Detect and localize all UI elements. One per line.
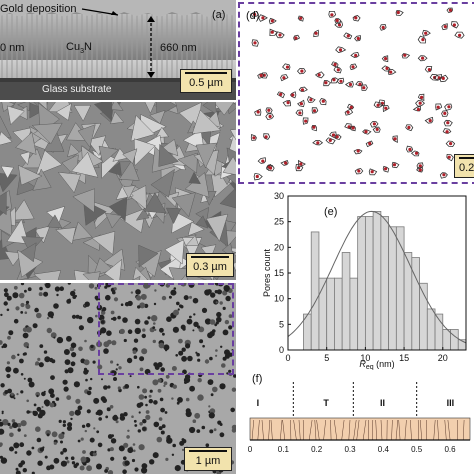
- histogram-bar: [388, 226, 397, 351]
- material-label: Cu3N: [66, 41, 92, 56]
- pore-dots: [0, 283, 236, 474]
- panel-e-label: (e): [324, 206, 337, 218]
- pore-outlines: [250, 7, 465, 181]
- histogram-bar: [341, 252, 351, 351]
- substrate-label: Glass substrate: [42, 84, 112, 95]
- histogram-bar: [349, 277, 359, 351]
- histogram-bar: [450, 329, 459, 351]
- panel-d-border: [238, 2, 474, 184]
- histogram-bar: [364, 216, 374, 351]
- panel-d-label: (d): [246, 10, 260, 22]
- panel-f-label: (f): [252, 373, 263, 385]
- zone-tick-label: 0.4: [378, 445, 390, 454]
- x-tick-label: 5: [324, 353, 329, 363]
- panel-f-structure-zones: I T II III 0 0.1 0.2 0.3 0.4 0.5 0.6 (f): [238, 370, 474, 474]
- y-axis-label: Pores count: [262, 248, 272, 297]
- zone-column-lines: [251, 419, 465, 441]
- panel-a-cross-section: Gold deposition (a) 0 nm Cu3N 660 nm 0.5…: [0, 0, 236, 100]
- panel-c-porous: 1 µm: [0, 283, 236, 474]
- scale-bar-line: [459, 157, 474, 159]
- zone-tick-label: 0: [248, 445, 253, 454]
- gold-arrow: [81, 8, 119, 16]
- zone-tick-label: 0.3: [344, 445, 356, 454]
- panel-b-scale-bar: 0.3 µm: [186, 253, 234, 277]
- zone-tick-label: 0.6: [444, 445, 456, 454]
- scale-bar-line: [185, 72, 227, 74]
- x-tick-label: 0: [285, 353, 290, 363]
- grain-texture: [0, 102, 236, 280]
- porous-surface-image: [0, 283, 236, 474]
- histogram-bar: [442, 329, 451, 351]
- panel-c-scale-bar: 1 µm: [184, 447, 232, 471]
- y-tick-label: 0: [279, 345, 284, 355]
- left-thickness-label: 0 nm: [0, 42, 25, 54]
- y-tick-label: 20: [274, 242, 284, 252]
- gaussian-fit-curve: [287, 210, 467, 344]
- histogram-bar: [380, 216, 390, 351]
- histogram-bar: [310, 231, 320, 351]
- x-tick-label: 15: [399, 353, 409, 363]
- histogram-bar: [357, 216, 366, 351]
- x-tick-label: 10: [360, 353, 370, 363]
- thickness-label: 660 nm: [160, 42, 197, 54]
- histogram-bar: [334, 277, 343, 351]
- histogram-bar: [318, 277, 328, 351]
- panel-a-scale-bar: 0.5 µm: [180, 69, 232, 93]
- panel-a-label: (a): [212, 9, 226, 21]
- panel-d-pore-outlines: (d) 0.2: [238, 0, 474, 186]
- zone-label: II: [380, 398, 385, 408]
- zone-label: I: [257, 398, 260, 408]
- zone-tick-label: 0.5: [411, 445, 423, 454]
- y-tick-label: 25: [274, 217, 284, 227]
- panel-b-surface: 0.3 µm: [0, 102, 236, 280]
- histogram-bar: [326, 277, 335, 351]
- cross-section-image: [0, 0, 236, 100]
- x-axis-label: Req (nm): [359, 359, 394, 370]
- pore-outline-image: [250, 7, 465, 181]
- histogram-bar: [372, 210, 382, 351]
- pore-radius-histogram: 0 5 10 15 20 0 5 10 15 20 25 30 Pores count Req (nm) (…: [262, 191, 467, 370]
- y-tick-label: 5: [279, 319, 284, 329]
- scale-bar-line: [188, 450, 228, 452]
- scale-bar-line: [190, 256, 230, 258]
- thickness-arrow: [147, 16, 155, 78]
- surface-grain-image: [0, 102, 236, 280]
- panel-e-histogram: 0 5 10 15 20 0 5 10 15 20 25 30 Pores count Req (nm) (…: [238, 188, 474, 370]
- gold-deposition-label: Gold deposition: [0, 3, 77, 15]
- zone-tick-label: 0.2: [311, 445, 323, 454]
- y-tick-label: 15: [274, 268, 284, 278]
- y-tick-label: 10: [274, 294, 284, 304]
- panel-d-scale-bar: 0.2: [454, 154, 474, 178]
- histogram-bar: [426, 308, 436, 351]
- zone-label: T: [323, 398, 329, 408]
- zone-tick-label: 0.1: [278, 445, 290, 454]
- zone-label: III: [447, 398, 455, 408]
- zoom-region-box: [98, 283, 234, 375]
- y-tick-label: 30: [274, 191, 284, 201]
- x-tick-label: 20: [438, 353, 448, 363]
- zone-film-profile: [249, 417, 471, 441]
